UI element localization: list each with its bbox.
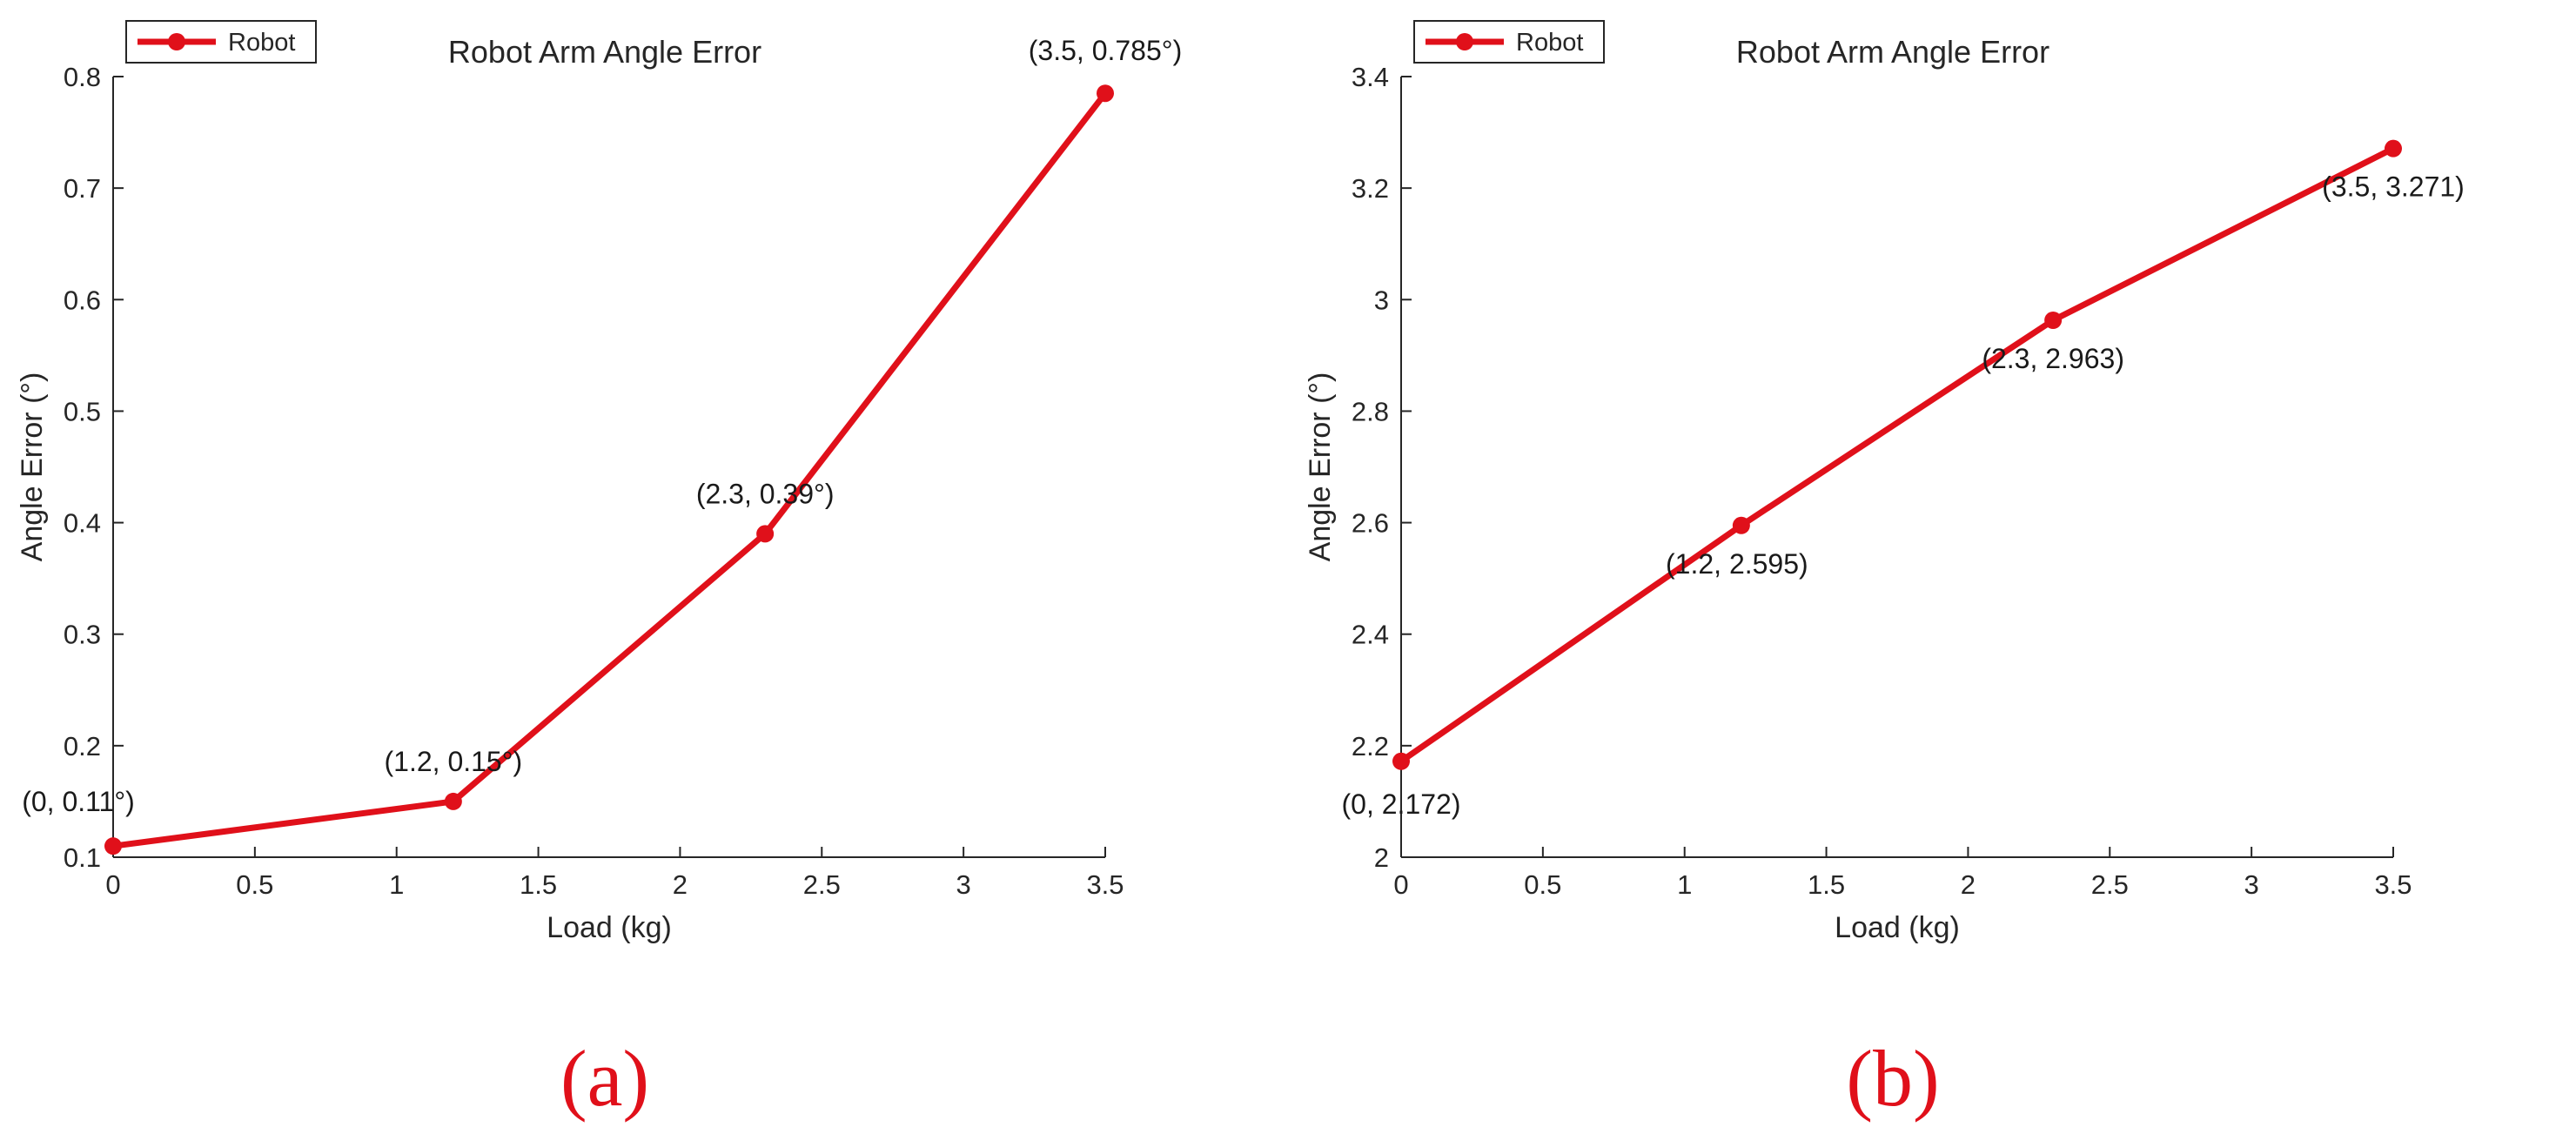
x-tick-label: 2.5 [803, 869, 841, 900]
chart-a-svg: 0 0.5 1 1.5 2 2.5 3 3.5 0.1 0.2 0.3 0.4 0.5 0.6 0.7 0.8… [16, 20, 1182, 1123]
y-axis-label: Angle Error (°) [1304, 372, 1337, 562]
y-tick-label: 3.4 [1352, 62, 1389, 92]
y-tick-label: 2 [1374, 842, 1389, 873]
data-point [2385, 139, 2402, 158]
x-tick-label: 3 [956, 869, 971, 900]
y-tick-label: 0.6 [64, 285, 101, 315]
data-point [1097, 84, 1114, 103]
chart-panel-a: 0 0.5 1 1.5 2 2.5 3 3.5 0.1 0.2 0.3 0.4 0.5 0.6 0.7 0.8… [16, 20, 1182, 1123]
y-tick-label: 0.2 [64, 731, 101, 761]
y-tick-label: 0.7 [64, 173, 101, 204]
x-tick-label: 2.5 [2091, 869, 2129, 900]
y-tick-label: 2.2 [1352, 731, 1389, 761]
y-tick-label: 0.4 [64, 508, 101, 539]
x-tick-label: 2 [673, 869, 688, 900]
legend: Robot [125, 20, 317, 64]
x-axis-label: Load (kg) [547, 911, 672, 944]
data-label: (1.2, 2.595) [1666, 548, 1808, 580]
x-tick-label: 2 [1961, 869, 1976, 900]
x-axis-label: Load (kg) [1835, 911, 1960, 944]
y-tick-label: 0.8 [64, 62, 101, 92]
y-tick-label: 2.4 [1352, 620, 1389, 650]
y-tick-label: 0.1 [64, 842, 101, 873]
x-tick-label: 0.5 [236, 869, 273, 900]
legend: Robot [1413, 20, 1605, 64]
x-tick-label: 1.5 [1808, 869, 1845, 900]
y-tick-label: 3.2 [1352, 173, 1389, 204]
data-label: (2.3, 0.39°) [696, 478, 835, 509]
y-tick-label: 0.5 [64, 396, 101, 426]
x-tick-label: 3.5 [1086, 869, 1124, 900]
chart-b-svg: 0 0.5 1 1.5 2 2.5 3 3.5 2 2.2 2.4 2.6 2.8 3 3.2 3.4 Load… [1304, 20, 2465, 1123]
y-tick-label: 2.6 [1352, 508, 1389, 539]
data-point [756, 525, 775, 543]
y-tick-label: 3 [1374, 285, 1389, 315]
panel-caption: (a) [560, 1034, 649, 1123]
data-point [1392, 752, 1410, 770]
x-tick-label: 3 [2244, 869, 2259, 900]
x-tick-label: 0 [105, 869, 120, 900]
data-label: (0, 0.11°) [22, 786, 135, 817]
data-point [2044, 311, 2063, 329]
legend-box [125, 20, 317, 64]
chart-title: Robot Arm Angle Error [1736, 34, 2049, 70]
data-point [444, 792, 462, 810]
x-tick-label: 1 [1677, 869, 1692, 900]
x-tick-label: 3.5 [2374, 869, 2412, 900]
chart-panel-b: 0 0.5 1 1.5 2 2.5 3 3.5 2 2.2 2.4 2.6 2.8 3 3.2 3.4 Load… [1288, 0, 2576, 1127]
legend-label: Robot [228, 29, 295, 57]
legend-marker [168, 33, 185, 50]
legend-label: Robot [1516, 29, 1583, 57]
data-point [104, 837, 122, 855]
data-label: (1.2, 0.15°) [385, 746, 523, 777]
series-line-0 [1398, 145, 2397, 765]
panel-caption: (b) [1846, 1034, 1939, 1123]
data-label: (3.5, 3.271) [2322, 171, 2465, 203]
data-label: (2.3, 2.963) [1982, 343, 2124, 374]
chart-title: Robot Arm Angle Error [448, 34, 761, 70]
legend-marker [1456, 33, 1473, 50]
x-tick-label: 1.5 [520, 869, 557, 900]
x-tick-label: 1 [389, 869, 404, 900]
data-point [1732, 516, 1750, 534]
data-label: (3.5, 0.785°) [1029, 35, 1182, 66]
x-tick-label: 0 [1393, 869, 1408, 900]
series-line-0 [110, 90, 1109, 849]
data-label: (0, 2.172) [1342, 788, 1461, 820]
y-tick-label: 2.8 [1352, 396, 1389, 426]
y-axis-label: Angle Error (°) [16, 372, 49, 562]
x-tick-label: 0.5 [1524, 869, 1561, 900]
y-tick-label: 0.3 [64, 620, 101, 650]
